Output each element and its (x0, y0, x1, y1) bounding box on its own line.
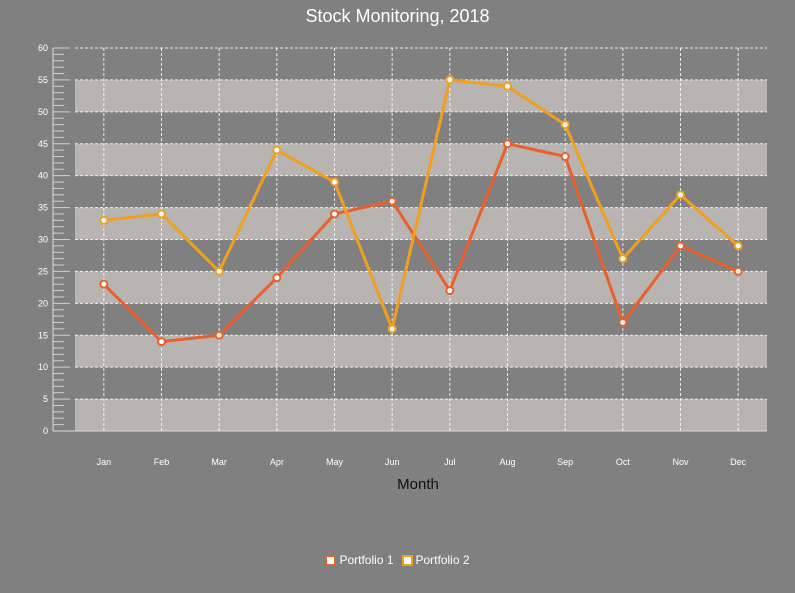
plot-band (75, 271, 767, 304)
series-lines (102, 78, 740, 344)
legend-label: Portfolio 1 (339, 553, 394, 567)
series-line (103, 78, 740, 331)
y-tick-label: 45 (38, 139, 48, 149)
chart-title: Stock Monitoring, 2018 (305, 6, 490, 26)
data-point (330, 209, 339, 219)
plot-band (75, 79, 767, 112)
y-tick-label: 5 (43, 394, 48, 404)
y-tick-label: 0 (43, 426, 48, 436)
x-tick-label: May (326, 457, 344, 467)
series-line (102, 142, 739, 344)
data-point (733, 266, 743, 276)
plot-band (75, 335, 767, 368)
plot-band (75, 399, 767, 431)
axes (52, 48, 767, 432)
y-tick-label: 20 (38, 298, 48, 308)
x-tick-label: Jun (385, 457, 400, 467)
y-minor-ticks (53, 47, 70, 432)
plot-band (75, 143, 767, 176)
data-point (503, 139, 512, 149)
data-point (157, 209, 166, 219)
data-point (272, 145, 282, 155)
plot-band (75, 207, 767, 240)
data-point (387, 324, 397, 334)
y-tick-label: 60 (38, 43, 48, 53)
data-point (676, 241, 685, 251)
x-tick-label: Feb (154, 457, 170, 467)
x-tick-label: Mar (211, 457, 227, 467)
series-points (99, 75, 743, 347)
data-point (99, 279, 109, 289)
data-point (618, 254, 628, 264)
y-tick-label: 10 (38, 362, 48, 372)
grid-lines (75, 47, 767, 431)
legend-item-portfolio-1[interactable]: Portfolio 1 (325, 553, 394, 567)
x-tick-label: Apr (270, 457, 284, 467)
data-point (99, 215, 109, 225)
data-point (214, 266, 224, 276)
data-point (503, 81, 512, 91)
data-point (560, 152, 570, 162)
y-tick-label: 50 (38, 107, 48, 117)
data-point (157, 337, 166, 347)
data-point (214, 330, 224, 340)
data-point (330, 177, 339, 187)
x-tick-labels: Jan Feb Mar Apr May Jun Jul Aug Sep Oct Nov Dec (97, 457, 747, 467)
x-tick-label: Sep (557, 457, 573, 467)
y-tick-label: 55 (38, 75, 48, 85)
legend-item-portfolio-2[interactable]: Portfolio 2 (401, 553, 470, 567)
x-tick-label: Jul (444, 457, 456, 467)
x-tick-label: Jan (97, 457, 112, 467)
data-point (560, 120, 570, 130)
data-point (445, 75, 455, 85)
legend-label: Portfolio 2 (415, 553, 470, 567)
y-tick-label: 40 (38, 171, 48, 181)
data-point (445, 286, 455, 296)
y-tick-label: 30 (38, 235, 48, 245)
y-tick-label: 25 (38, 266, 48, 276)
data-point (272, 273, 282, 283)
x-axis-title: Month (397, 476, 439, 493)
x-tick-label: Oct (616, 457, 631, 467)
data-point (676, 190, 685, 200)
plot-bands (75, 79, 767, 431)
legend-swatch-icon (325, 554, 337, 566)
x-tick-label: Aug (499, 457, 515, 467)
x-tick-label: Nov (672, 457, 689, 467)
legend: Portfolio 1 Portfolio 2 (0, 553, 795, 567)
x-tick-label: Dec (730, 457, 747, 467)
y-tick-label: 35 (38, 203, 48, 213)
data-point (387, 196, 397, 206)
data-point (618, 317, 628, 327)
legend-swatch-icon (401, 554, 413, 566)
y-tick-label: 15 (38, 330, 48, 340)
y-tick-labels: 0 5 10 15 20 25 30 35 40 45 50 55 60 (38, 43, 48, 436)
data-point (733, 241, 743, 251)
